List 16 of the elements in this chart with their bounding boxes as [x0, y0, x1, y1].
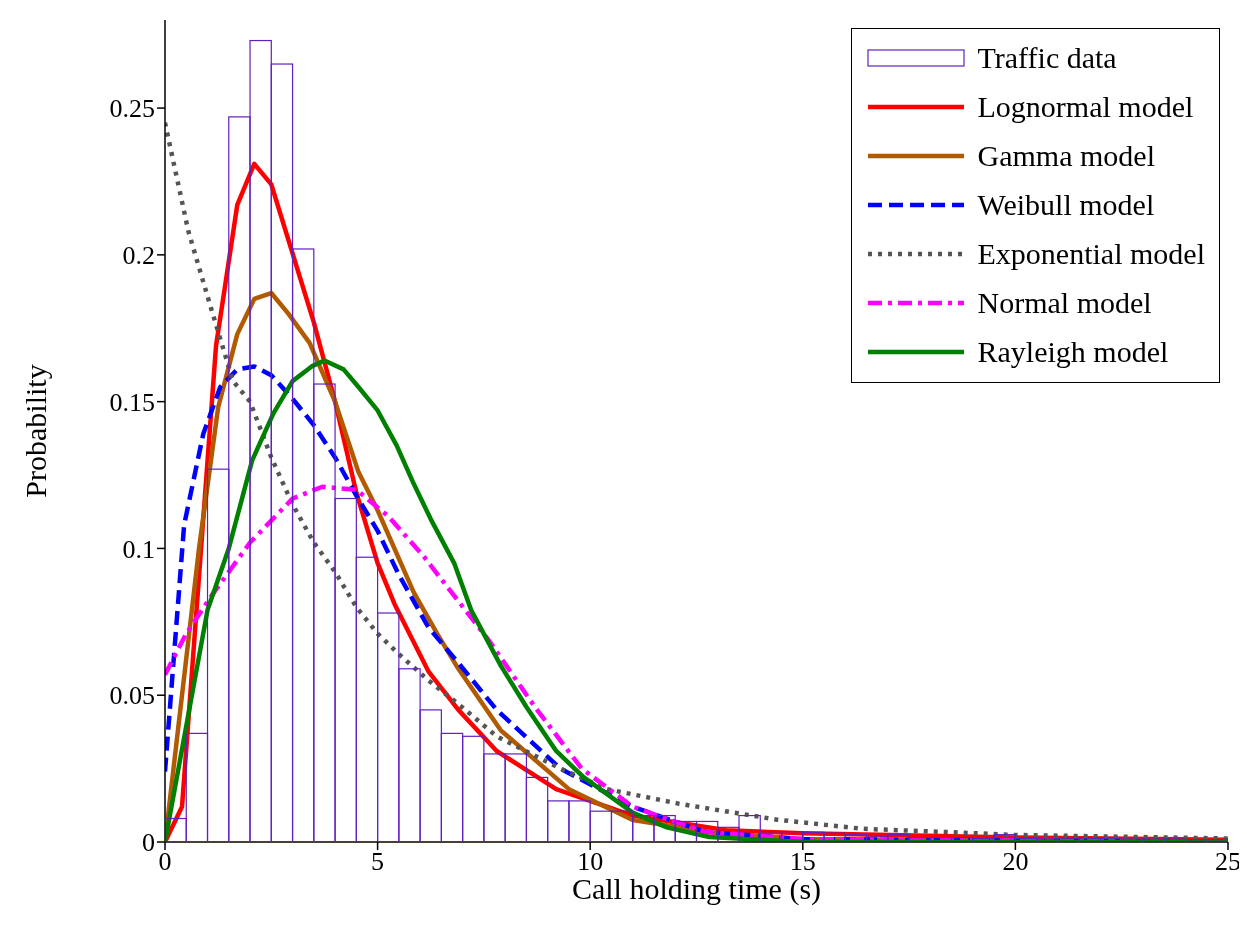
legend-label: Normal model	[977, 285, 1152, 320]
legend-label: Weibull model	[977, 187, 1155, 222]
legend-label: Gamma model	[977, 138, 1155, 173]
y-axis-title: Probability	[18, 364, 52, 498]
x-tick-label: 20	[1002, 847, 1029, 877]
legend-label: Lognormal model	[977, 89, 1194, 124]
y-tick-label: 0.15	[109, 387, 155, 417]
legend-label: Exponential model	[977, 236, 1205, 271]
x-tick-label: 5	[371, 847, 385, 877]
legend-label: Traffic data	[977, 40, 1117, 75]
y-tick-label: 0	[142, 828, 155, 858]
y-tick-label: 0.2	[122, 241, 155, 271]
y-tick-label: 0.05	[109, 681, 155, 711]
y-tick-label: 0.25	[109, 94, 155, 124]
y-tick-label: 0.1	[122, 534, 155, 564]
legend-label: Rayleigh model	[977, 334, 1169, 369]
